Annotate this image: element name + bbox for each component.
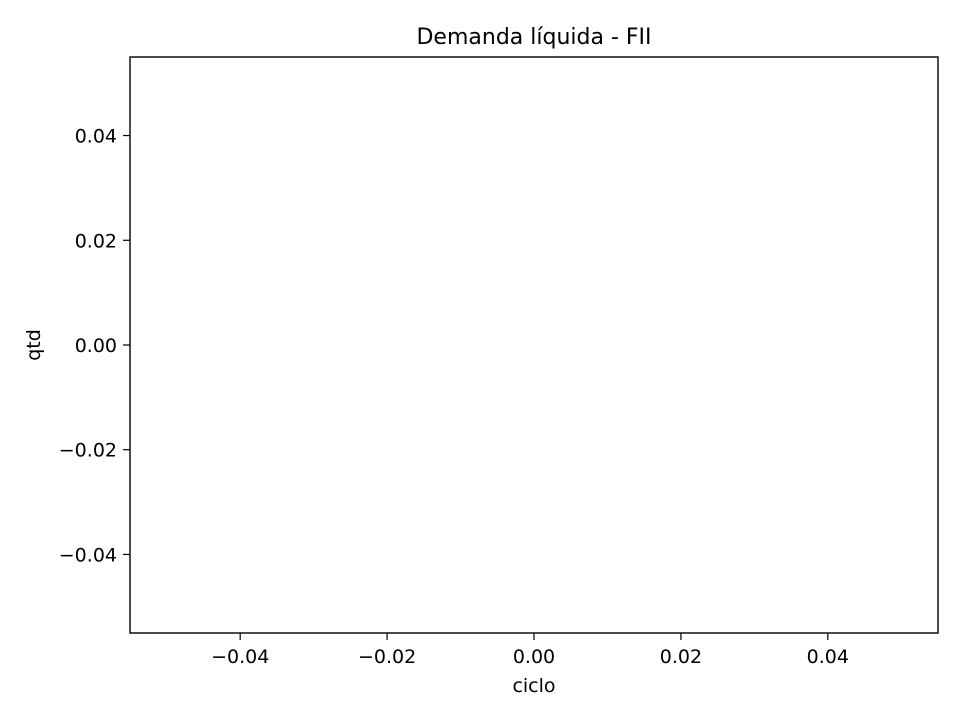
y-axis-ticks: 0.04 0.02 0.00 −0.02 −0.04 [59, 126, 130, 566]
x-tick-label: 0.04 [807, 646, 849, 668]
x-tick-label: 0.00 [513, 646, 555, 668]
y-tick-label: −0.02 [59, 440, 117, 462]
x-axis-label: ciclo [512, 675, 555, 697]
y-tick-label: −0.04 [59, 544, 117, 566]
y-tick-label: 0.04 [75, 126, 117, 148]
x-tick-label: 0.02 [660, 646, 702, 668]
x-tick-label: −0.04 [211, 646, 269, 668]
y-tick-label: 0.02 [75, 230, 117, 252]
x-axis-ticks: −0.04 −0.02 0.00 0.02 0.04 [211, 633, 849, 668]
plot-area [129, 56, 939, 634]
x-tick-label: −0.02 [358, 646, 416, 668]
y-axis-label: qtd [23, 329, 45, 361]
chart-title: Demanda líquida - FII [416, 25, 651, 50]
y-tick-label: 0.00 [75, 335, 117, 357]
